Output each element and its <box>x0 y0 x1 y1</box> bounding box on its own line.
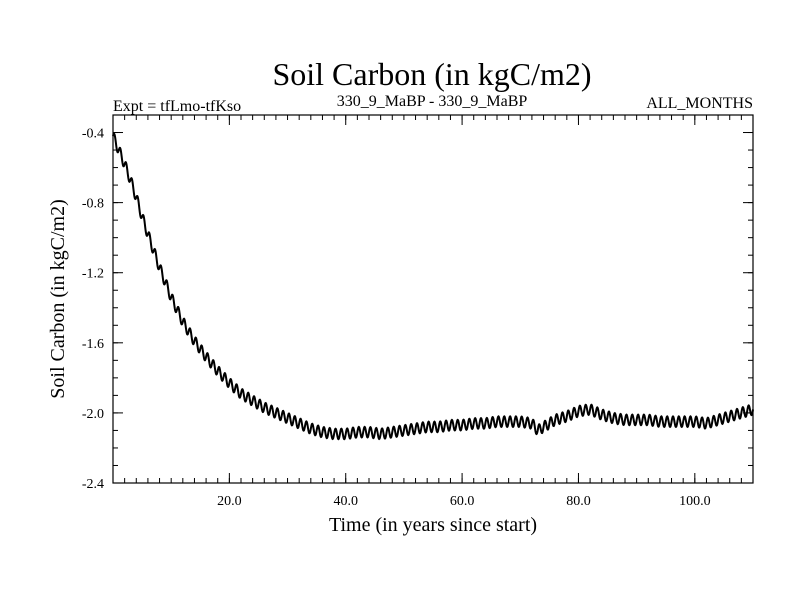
y-tick-label: -1.2 <box>82 267 104 282</box>
x-axis-label: Time (in years since start) <box>329 514 537 536</box>
subtitle-months: ALL_MONTHS <box>646 95 753 112</box>
plot-frame <box>112 114 754 484</box>
y-tick-label: -2.4 <box>82 477 104 492</box>
y-tick-label: -0.8 <box>82 197 104 212</box>
subtitle-expt: Expt = tfLmo-tfKso <box>113 98 241 115</box>
tick-labels: 20.0 40.0 60.0 80.0 100.0 -2.4 -2.0 -1.6 -1.2 -0.… <box>82 127 711 509</box>
y-tick-label: -2.0 <box>82 407 104 422</box>
subtitle-periods: 330_9_MaBP - 330_9_MaBP <box>337 93 528 110</box>
series-line-soil-carbon <box>112 132 754 441</box>
y-tick-label: -1.6 <box>82 337 104 352</box>
x-tick-label: 20.0 <box>217 494 242 509</box>
x-tick-label: 80.0 <box>566 494 591 509</box>
x-tick-label: 60.0 <box>450 494 475 509</box>
chart-title: Soil Carbon (in kgC/m2) <box>272 56 591 92</box>
y-axis-label: Soil Carbon (in kgC/m2) <box>47 199 69 398</box>
y-tick-label: -0.4 <box>82 127 104 142</box>
axis-ticks <box>113 115 753 484</box>
x-tick-label: 100.0 <box>679 494 711 509</box>
x-tick-label: 40.0 <box>333 494 358 509</box>
